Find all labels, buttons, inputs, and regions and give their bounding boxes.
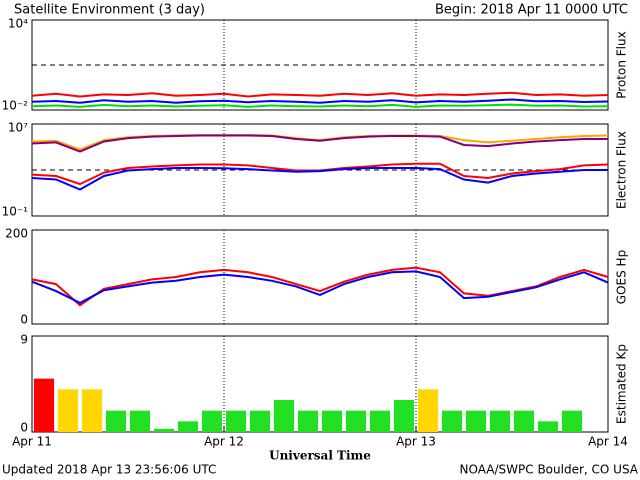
- x-tick-label: Apr 11: [12, 435, 52, 449]
- series-line: [31, 167, 608, 191]
- bar: [417, 389, 439, 432]
- bar: [393, 400, 415, 432]
- series-line: [31, 103, 609, 108]
- bar: [321, 410, 343, 432]
- x-tick-label: Apr 14: [588, 435, 628, 449]
- bar: [273, 400, 295, 432]
- y-tick-label: 9: [20, 333, 28, 347]
- x-axis-label: Universal Time: [269, 449, 371, 463]
- y-tick-label: 0: [20, 313, 28, 327]
- y-axis-label: Electron Flux: [615, 131, 629, 209]
- source-label: NOAA/SWPC Boulder, CO USA: [460, 463, 639, 477]
- chart-title: Satellite Environment (3 day): [14, 3, 205, 18]
- panel: [31, 229, 609, 325]
- bar: [177, 421, 199, 432]
- y-axis-label: Proton Flux: [615, 31, 629, 98]
- y-tick-label: 10⁴: [8, 17, 28, 31]
- y-axis-label: GOES Hp: [615, 250, 629, 304]
- bar: [465, 410, 487, 432]
- bar: [105, 410, 127, 432]
- y-tick-label: 10⁻²: [2, 99, 29, 113]
- y-axis-label: Estimated Kp: [615, 344, 629, 424]
- bar: [297, 410, 319, 432]
- bar: [249, 410, 271, 432]
- bar: [489, 410, 511, 432]
- updated-label: Updated 2018 Apr 13 23:56:06 UTC: [2, 463, 216, 477]
- series-line: [31, 134, 608, 153]
- y-tick-label: 10⁷: [8, 121, 28, 135]
- x-tick-label: Apr 13: [396, 435, 436, 449]
- bar: [225, 410, 247, 432]
- bar: [201, 410, 223, 432]
- bar: [441, 410, 463, 432]
- y-tick-label: 200: [5, 227, 28, 241]
- begin-label: Begin: 2018 Apr 11 0000 UTC: [435, 3, 628, 18]
- bar: [57, 389, 79, 432]
- y-tick-label: 10⁻¹: [2, 205, 29, 219]
- bar: [561, 410, 583, 432]
- bar: [33, 378, 55, 432]
- bar: [129, 410, 151, 432]
- bar: [513, 410, 535, 432]
- series-line: [31, 270, 609, 305]
- bar: [369, 410, 391, 432]
- series-line: [31, 91, 609, 98]
- bar: [153, 428, 175, 432]
- series-line: [31, 98, 609, 104]
- bar: [345, 410, 367, 432]
- x-tick-label: Apr 12: [204, 435, 244, 449]
- panel: [31, 335, 609, 433]
- bar: [537, 421, 559, 432]
- bar: [81, 389, 103, 432]
- y-tick-label: 0: [20, 421, 28, 435]
